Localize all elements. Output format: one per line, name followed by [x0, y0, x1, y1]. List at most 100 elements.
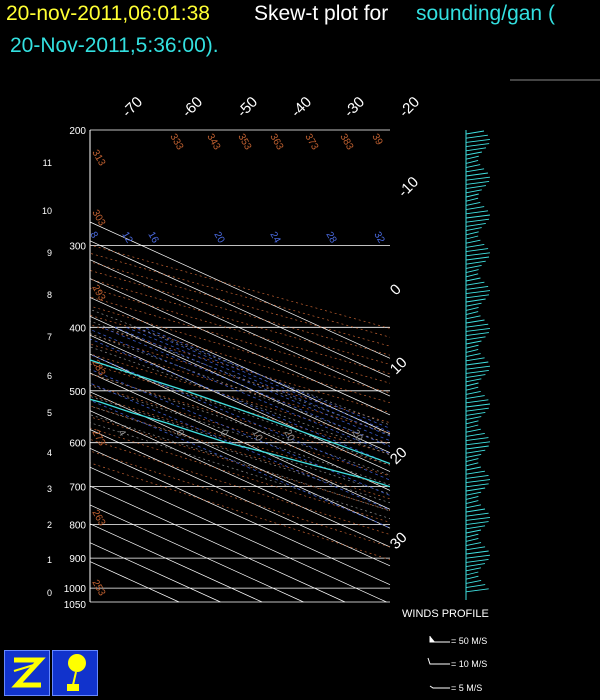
wind-barb [465, 428, 481, 433]
mixing-ratio-label: 16 [145, 230, 160, 246]
wind-barb [465, 348, 479, 353]
wind-barb [465, 159, 479, 164]
wind-barb [465, 269, 479, 274]
pressure-label: 600 [69, 439, 86, 450]
sounding-time: 20-Nov-2011,5:36:00). [10, 34, 219, 57]
height-label: 9 [47, 248, 52, 258]
mixing-ratio-label: 24 [267, 230, 282, 246]
moist-adiabat [90, 422, 390, 519]
wind-barb [465, 201, 481, 206]
mixing-ratio-line [90, 354, 390, 481]
dry-adiabat-label: 263 [89, 508, 107, 528]
wind-barb [465, 445, 489, 450]
wind-barb [465, 399, 489, 404]
wind-barb [465, 172, 489, 177]
isotherm [89, 429, 391, 567]
moist-adiabat-label: 383 [337, 132, 355, 152]
mixing-ratio-line [90, 382, 390, 511]
wind-barb [465, 353, 481, 358]
height-label: 3 [47, 484, 52, 494]
zebra-logo[interactable] [4, 650, 50, 696]
wind-barb [465, 453, 482, 458]
isotherm [89, 466, 387, 603]
sonde-logo[interactable] [52, 650, 98, 696]
wind-barb [465, 411, 486, 416]
wind-barb [465, 222, 486, 227]
wind-barb [465, 311, 479, 316]
wind-barb [465, 441, 491, 446]
temp-tick-top: -50 [234, 93, 261, 120]
pressure-label: 800 [69, 521, 86, 532]
temp-tick-top: -40 [288, 93, 315, 120]
wind-barb [465, 210, 489, 215]
wind-barb [465, 361, 489, 366]
isotherm [89, 523, 263, 603]
wind-barb [465, 533, 479, 538]
moist-adiabat [90, 414, 390, 512]
isotherm [89, 372, 391, 510]
pressure-label: 500 [69, 387, 86, 398]
wind-barb [465, 180, 490, 185]
wind-barb [465, 327, 491, 332]
moist-adiabat-label: 39 [369, 132, 384, 148]
wind-barb [465, 155, 479, 160]
wind-barb [465, 285, 489, 290]
wind-legend: = 50 M/S = 10 M/S = 5 M/S [427, 636, 487, 693]
timestamp: 20-nov-2011,06:01:38 [6, 2, 210, 25]
wind-barb [465, 491, 482, 496]
wind-barb [465, 437, 489, 442]
height-label: 4 [47, 448, 52, 458]
temp-tick-top: -60 [179, 93, 206, 120]
isotherm [89, 240, 391, 378]
dry-adiabat-label: 303 [89, 208, 107, 228]
wind-barb [465, 512, 489, 517]
pressure-label: 700 [69, 483, 86, 494]
wind-barb [465, 357, 485, 362]
grid-layer [89, 129, 391, 603]
lower-mixing-label: 0 [173, 428, 186, 439]
mixing-ratio-line [101, 326, 390, 447]
temp-tick-top: -70 [119, 93, 146, 120]
wind-barb [465, 407, 489, 412]
lower-mixing-label: 4 [115, 428, 128, 439]
temp-tick-right: -10 [395, 173, 422, 200]
wind-barb [465, 340, 482, 345]
dry-adiabat-label: 293 [89, 283, 107, 303]
wind-barb [465, 479, 491, 484]
mixing-ratio-label: 20 [211, 230, 226, 246]
wind-barb [465, 235, 479, 240]
height-label: 6 [47, 371, 52, 381]
wind-barb [465, 302, 482, 307]
mixing-ratio-line [126, 326, 390, 437]
wind-barb [465, 206, 485, 211]
mixing-ratio-label: 28 [323, 230, 338, 246]
temp-tick-top: -20 [396, 93, 423, 120]
isotherm [89, 542, 221, 603]
sounding-name: sounding/gan ( [416, 2, 555, 25]
isotherm [89, 259, 391, 397]
lower-mixing-label: 0 [217, 428, 230, 439]
wind-barb [465, 474, 489, 479]
moist-adiabat [90, 405, 390, 504]
moist-adiabat-label: 343 [204, 132, 222, 152]
legend-10: = 10 M/S [451, 659, 487, 669]
wind-barb [465, 290, 491, 295]
wind-barb [465, 525, 486, 530]
wind-barb [465, 386, 479, 391]
wind-barb [465, 483, 489, 488]
isotherm [89, 334, 391, 472]
wind-barb [465, 546, 486, 551]
pressure-label: 1050 [64, 600, 87, 611]
wind-barb [465, 260, 486, 265]
wind-barb [465, 214, 490, 219]
wind-barb [465, 571, 479, 576]
wind-barb [465, 273, 479, 278]
wind-barb [465, 516, 491, 521]
wind-barb [465, 319, 485, 324]
legend-50: = 50 M/S [451, 636, 487, 646]
wind-barb [465, 176, 490, 181]
wind-barb [465, 567, 481, 572]
wind-barb [465, 218, 490, 223]
wind-barb [465, 231, 479, 236]
wind-barb [465, 466, 481, 471]
